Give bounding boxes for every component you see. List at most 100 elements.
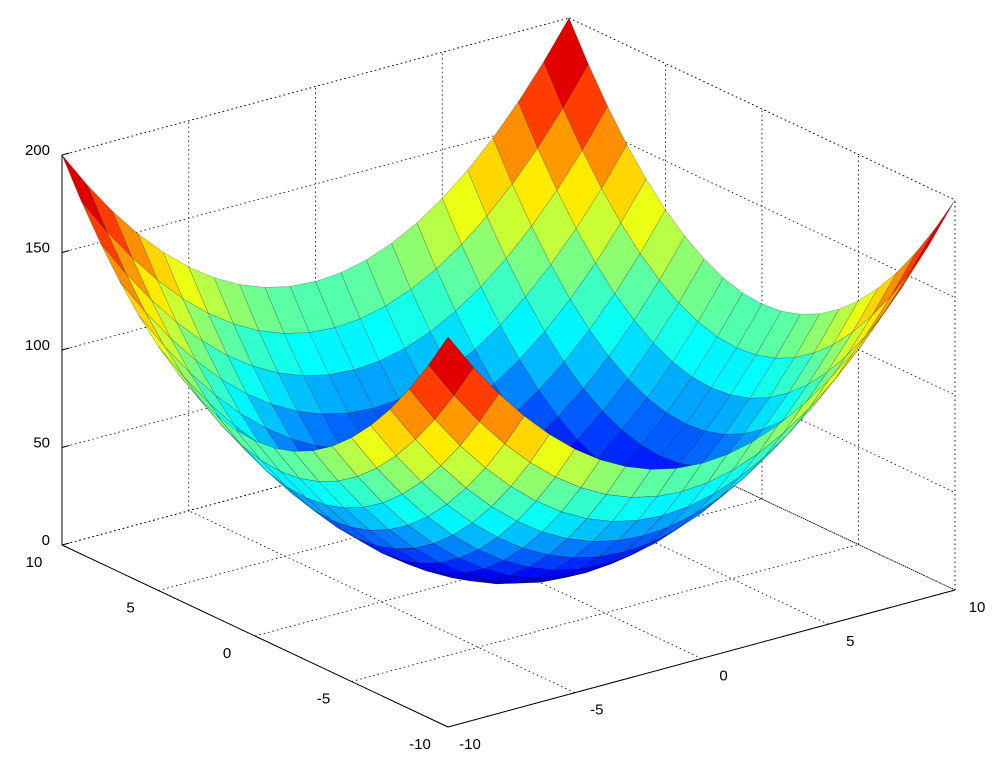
surface-patch: [585, 555, 631, 573]
surface-patch: [672, 321, 718, 378]
surface-patch: [543, 17, 589, 109]
z-tick: [61, 444, 70, 448]
surface-patch: [707, 441, 753, 483]
z-tick-label: 150: [25, 239, 50, 256]
surface-patch: [213, 277, 260, 332]
surface-patch: [583, 355, 629, 412]
surface-patch: [483, 560, 530, 577]
z-tick: [61, 347, 70, 351]
surface-patch: [357, 467, 403, 504]
surface-patch: [260, 459, 306, 498]
surface-patch: [736, 303, 782, 356]
surface-patch: [125, 273, 171, 339]
surface-patch: [890, 227, 936, 297]
surface-patch: [337, 476, 384, 508]
surface-patch: [499, 296, 546, 361]
grid-line: [351, 544, 859, 682]
surface-patch: [479, 393, 525, 445]
surface-patch: [170, 338, 216, 396]
surface-patch: [505, 225, 552, 298]
surface-patch: [458, 549, 505, 570]
surface-patch: [910, 199, 956, 273]
surface-patch: [884, 243, 930, 313]
surface-patch: [138, 316, 185, 378]
surface-patch: [554, 448, 601, 489]
surface-patch: [639, 209, 686, 281]
surface-patch: [834, 319, 880, 381]
surface-patch: [808, 351, 854, 409]
surface-patch: [280, 470, 326, 505]
grid-line: [61, 17, 570, 156]
surface-patch: [292, 450, 339, 482]
grid-line: [61, 115, 570, 253]
x-tick-label: 0: [719, 667, 727, 684]
surface-patch: [611, 496, 658, 522]
surface-patch: [562, 63, 608, 151]
surface-patch: [486, 183, 532, 260]
surface-patch: [601, 144, 647, 224]
surface-patch: [61, 154, 107, 232]
z-tick-label: 100: [25, 337, 50, 354]
surface-patch: [273, 447, 320, 483]
x-tick-label: -5: [590, 702, 603, 719]
y-tick-label: 10: [26, 554, 43, 571]
surface-patch: [557, 388, 604, 441]
surface-patch: [370, 408, 416, 457]
surface-patch: [580, 459, 626, 495]
y-tick-label: 5: [126, 599, 134, 616]
surface-patch: [681, 454, 728, 493]
surface-patch: [556, 149, 602, 230]
surface-patch: [723, 397, 770, 435]
surface-patch: [511, 147, 558, 228]
surface-patch: [519, 330, 565, 391]
surface-patch: [576, 410, 623, 459]
z-tick: [61, 542, 70, 546]
surface-patch: [471, 579, 516, 585]
surface-patch: [732, 425, 778, 471]
surface-patch: [535, 476, 582, 513]
surface-patch: [537, 107, 583, 191]
x-tick-label: -10: [459, 736, 481, 753]
surface-patch: [189, 372, 235, 426]
surface-patch: [235, 429, 281, 472]
surface-patch: [716, 292, 763, 349]
z-tick-label: 200: [25, 142, 50, 159]
surface-patch: [659, 235, 705, 304]
grid-line: [568, 212, 956, 396]
y-axis: [61, 544, 449, 728]
grid-line: [568, 310, 956, 493]
surface-patch: [87, 184, 133, 258]
surface-patch: [461, 215, 507, 288]
surface-patch: [762, 383, 809, 430]
surface-patch: [453, 366, 500, 422]
surface-patch: [277, 372, 324, 415]
surface-patch: [334, 318, 380, 371]
surface-patch: [608, 319, 654, 380]
surface-patch: [538, 361, 584, 418]
surface-patch: [589, 293, 635, 357]
surface-patch: [351, 425, 397, 469]
surface-patch: [685, 387, 732, 432]
z-tick-label: 0: [42, 532, 50, 549]
x-tick-label: 10: [969, 599, 986, 616]
surface-patch: [575, 188, 622, 264]
surface-patch: [254, 440, 301, 480]
surface-patch: [106, 231, 152, 301]
y-tick-label: -10: [409, 736, 431, 753]
surface-patch: [653, 302, 699, 363]
surface-patch: [560, 487, 607, 519]
surface-patch: [241, 444, 287, 487]
surface-patch: [389, 388, 436, 440]
grid-line: [568, 17, 956, 201]
surface-patch: [605, 466, 652, 498]
surface-patch: [859, 283, 905, 349]
surface-patch: [438, 557, 486, 574]
surface-patch: [630, 468, 677, 498]
surface-patch: [474, 324, 520, 385]
surface-patch: [226, 354, 273, 406]
y-tick-label: 0: [223, 645, 231, 662]
z-tick-label: 50: [33, 434, 50, 451]
surface-patch: [331, 437, 378, 477]
grid-line: [188, 510, 575, 694]
